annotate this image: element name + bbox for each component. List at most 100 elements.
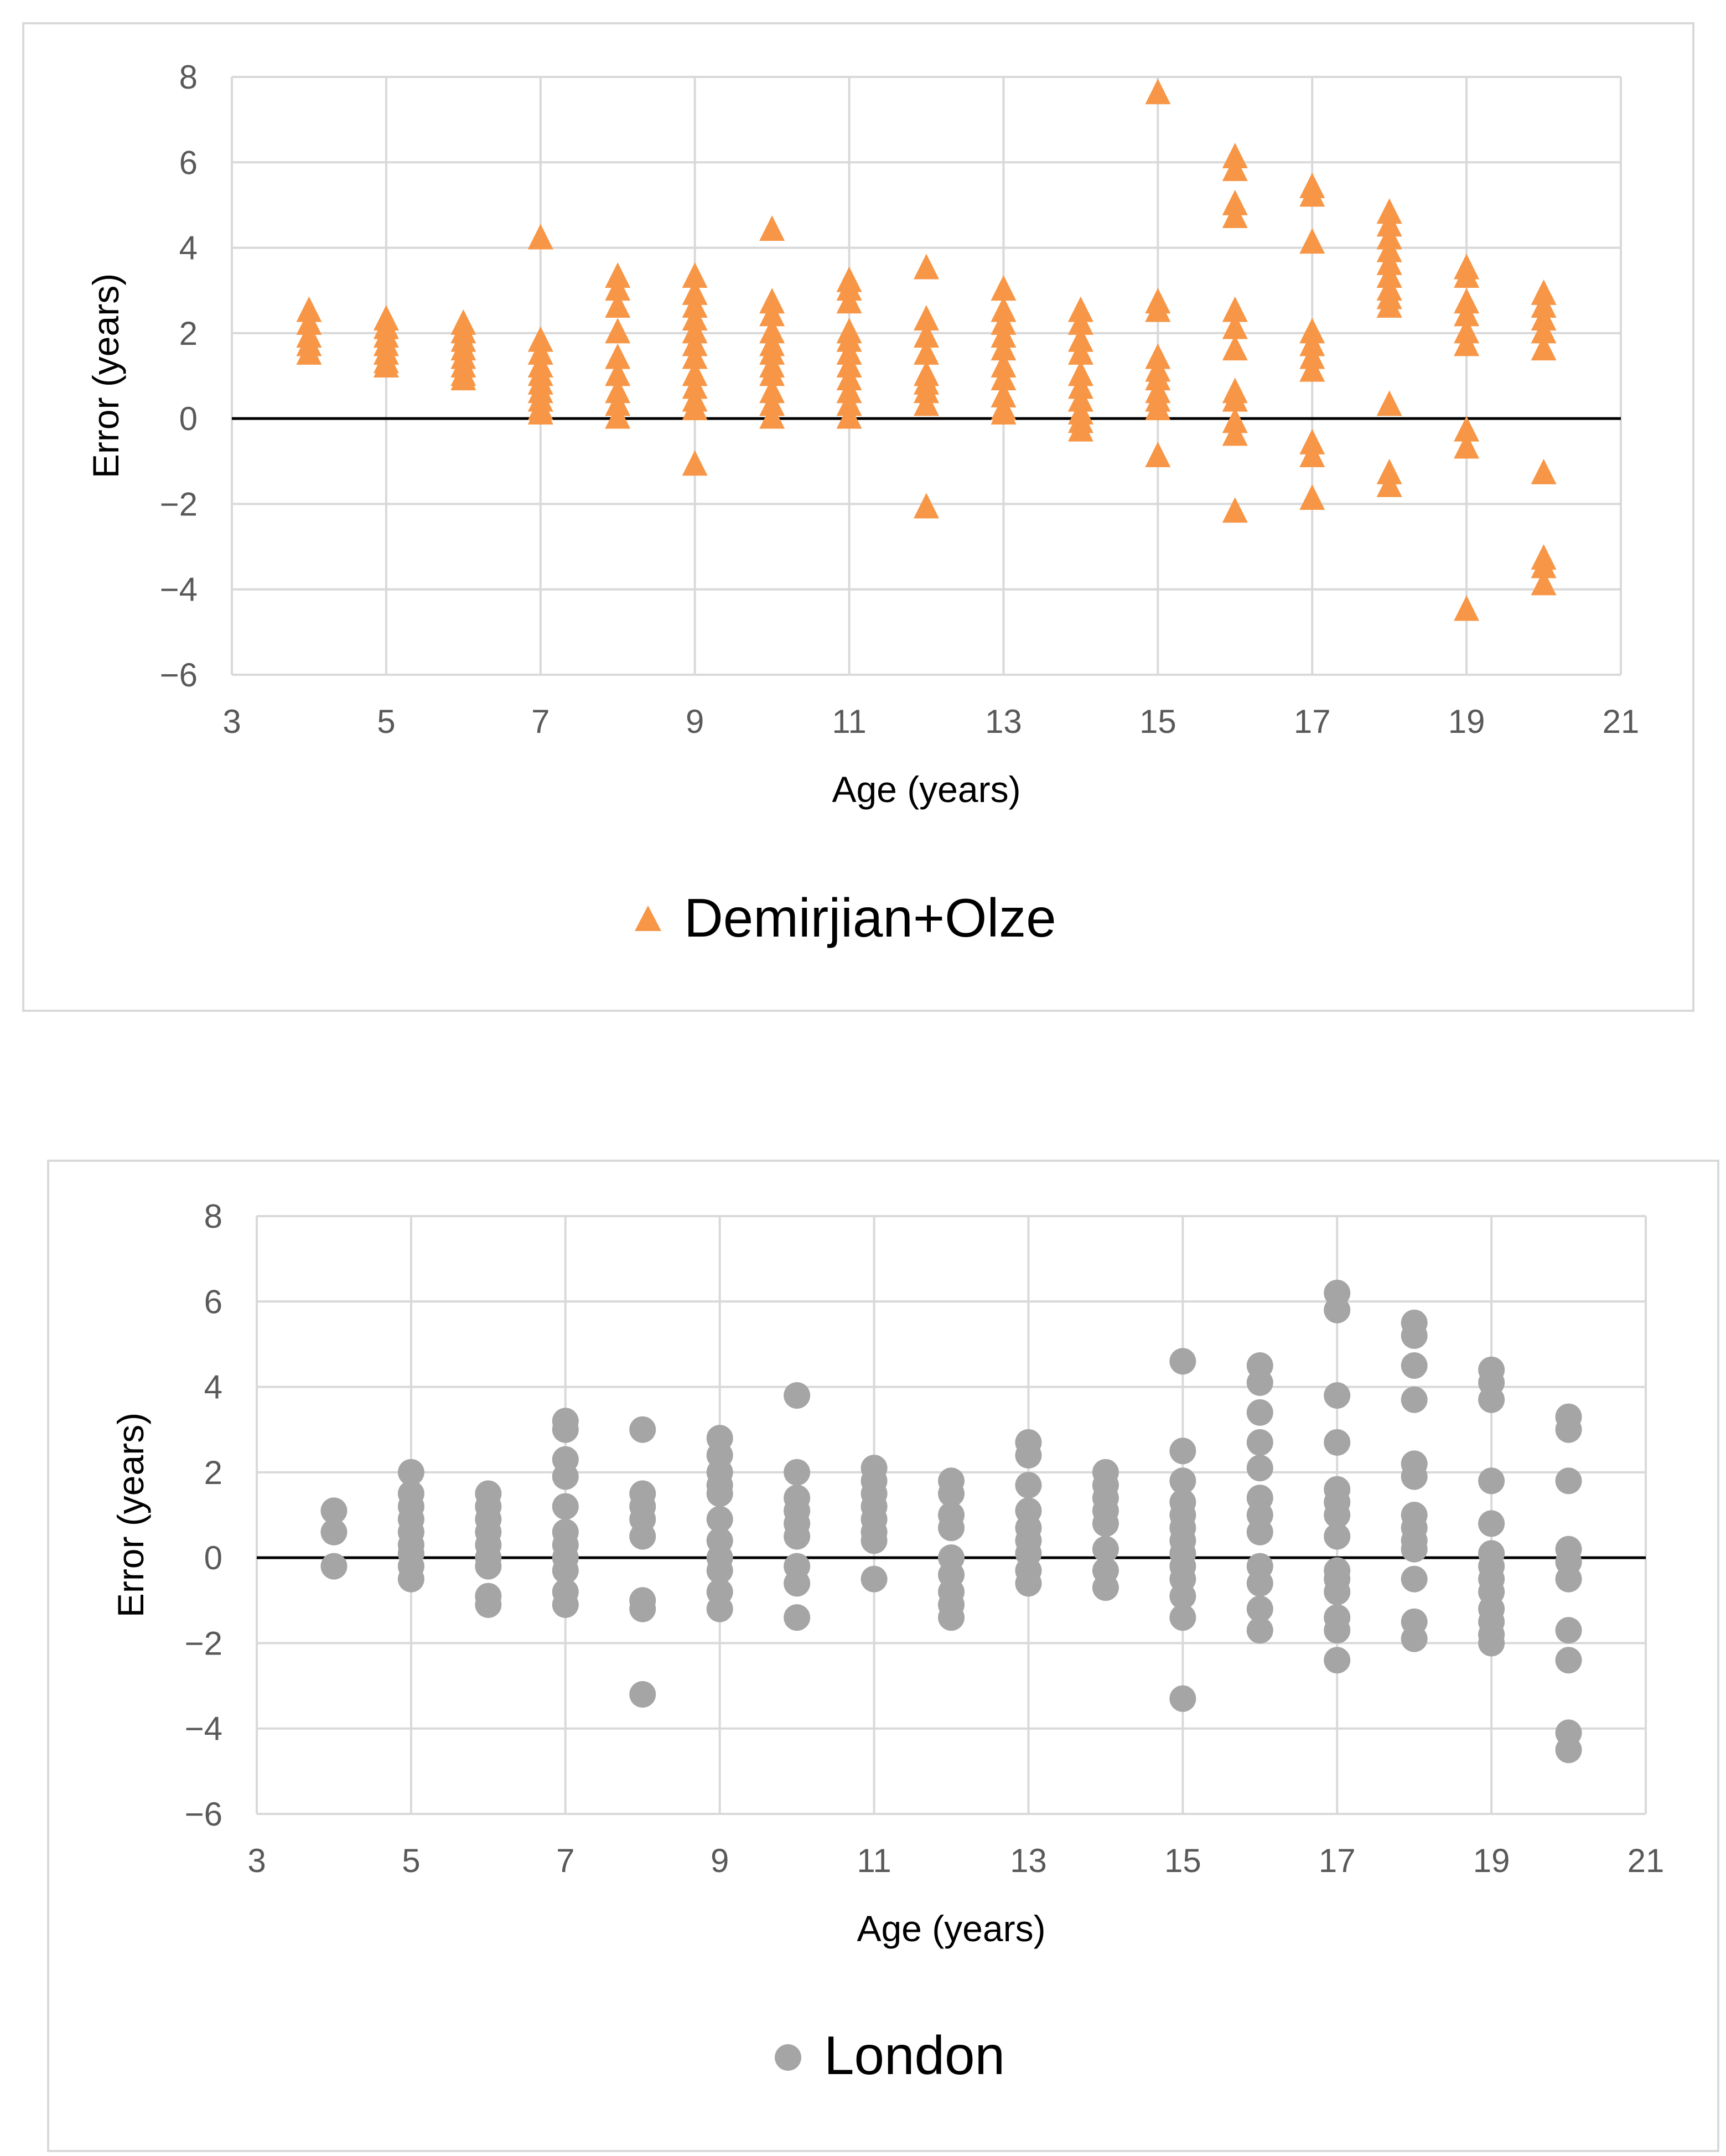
data-point-triangle xyxy=(527,339,553,365)
data-point-triangle xyxy=(759,215,785,241)
data-point-triangle xyxy=(914,378,939,404)
x-tick-label: 9 xyxy=(686,703,704,740)
data-point-triangle xyxy=(1454,288,1480,314)
data-point-circle xyxy=(320,1553,348,1580)
x-tick-label: 3 xyxy=(222,703,241,740)
data-point-triangle xyxy=(1222,497,1248,523)
data-point-circle xyxy=(1401,1535,1428,1563)
data-point-triangle xyxy=(1376,249,1402,275)
data-point-triangle xyxy=(373,351,399,378)
data-point-circle xyxy=(1478,1467,1505,1495)
y-tick-label: 0 xyxy=(179,400,198,437)
data-point-circle xyxy=(320,1518,348,1545)
data-point-circle xyxy=(706,1506,733,1533)
x-tick-label: 9 xyxy=(711,1842,729,1879)
data-point-triangle xyxy=(605,318,631,344)
data-point-triangle xyxy=(1376,211,1402,237)
x-tick-label: 19 xyxy=(1448,703,1485,740)
data-point-circle xyxy=(1555,1416,1582,1443)
data-point-triangle xyxy=(605,343,631,369)
data-point-circle xyxy=(1324,1647,1351,1674)
data-point-triangle xyxy=(1145,441,1171,467)
data-point-triangle xyxy=(1222,313,1248,339)
data-point-circle xyxy=(1324,1578,1351,1605)
data-point-triangle xyxy=(1376,262,1402,288)
data-point-circle xyxy=(1015,1472,1042,1498)
data-point-triangle xyxy=(1145,79,1171,105)
data-point-circle xyxy=(552,1591,579,1618)
data-point-triangle xyxy=(836,288,862,314)
data-point-triangle xyxy=(836,351,862,378)
data-point-circle xyxy=(1324,1617,1351,1644)
data-point-triangle xyxy=(296,339,322,365)
data-point-triangle xyxy=(682,262,708,288)
data-point-circle xyxy=(1246,1455,1273,1482)
data-point-circle xyxy=(706,1595,733,1622)
data-point-triangle xyxy=(1376,471,1402,497)
y-tick-label: 2 xyxy=(204,1454,222,1491)
data-point-circle xyxy=(1015,1442,1042,1469)
data-point-circle xyxy=(1401,1625,1428,1652)
data-point-triangle xyxy=(605,275,631,301)
data-point-triangle xyxy=(682,450,708,476)
data-point-circle xyxy=(1246,1399,1273,1426)
data-point-triangle xyxy=(682,292,708,318)
y-tick-label: 4 xyxy=(204,1369,222,1406)
x-tick-label: 7 xyxy=(556,1842,574,1879)
data-point-triangle xyxy=(836,378,862,404)
data-point-triangle xyxy=(759,339,785,365)
data-point-triangle xyxy=(759,403,785,429)
x-tick-label: 21 xyxy=(1627,1842,1665,1879)
data-point-triangle xyxy=(759,378,785,404)
data-point-circle xyxy=(1169,1583,1196,1610)
x-tick-label: 7 xyxy=(531,703,550,740)
data-point-triangle xyxy=(682,395,708,421)
data-point-triangle xyxy=(991,365,1017,391)
data-point-triangle xyxy=(1376,292,1402,318)
data-point-triangle xyxy=(1376,458,1402,484)
data-point-triangle xyxy=(682,279,708,305)
data-point-circle xyxy=(1555,1736,1582,1764)
data-point-circle xyxy=(938,1604,965,1631)
data-point-triangle xyxy=(1299,428,1325,454)
data-point-triangle xyxy=(1222,386,1248,412)
data-point-triangle xyxy=(682,318,708,344)
data-point-triangle xyxy=(1531,305,1557,331)
data-point-triangle xyxy=(991,309,1017,335)
data-point-circle xyxy=(1324,1382,1351,1409)
data-point-triangle xyxy=(1145,296,1171,322)
data-point-triangle xyxy=(836,365,862,391)
data-point-triangle xyxy=(1299,181,1325,207)
data-point-triangle xyxy=(1222,335,1248,361)
data-point-triangle xyxy=(1067,360,1093,386)
y-tick-label: 2 xyxy=(179,315,198,352)
data-point-triangle xyxy=(991,296,1017,322)
data-point-circle xyxy=(784,1523,811,1550)
data-point-triangle xyxy=(759,390,785,416)
data-point-circle xyxy=(1401,1322,1428,1349)
data-point-circle xyxy=(629,1681,656,1708)
data-point-circle xyxy=(861,1527,888,1554)
data-point-triangle xyxy=(991,322,1017,348)
x-axis-title: Age (years) xyxy=(857,1908,1045,1949)
data-point-triangle xyxy=(1222,142,1248,168)
data-point-circle xyxy=(1169,1348,1196,1375)
data-point-triangle xyxy=(1145,395,1171,421)
chart-panel-london: 8 6 4 2 0 −2 −4 −6 3 5 7 9 11 13 15 17 19 21 Age (years) Er… xyxy=(47,1160,1719,2152)
data-point-circle xyxy=(1169,1438,1196,1465)
data-point-triangle xyxy=(605,390,631,416)
data-point-triangle xyxy=(991,335,1017,361)
data-point-triangle xyxy=(836,390,862,416)
data-point-triangle xyxy=(450,365,476,391)
data-point-triangle xyxy=(1067,326,1093,352)
x-tick-label: 3 xyxy=(247,1842,266,1879)
x-tick-label: 17 xyxy=(1294,703,1331,740)
data-point-triangle xyxy=(682,343,708,369)
data-point-triangle xyxy=(605,292,631,318)
data-point-triangle xyxy=(296,309,322,335)
y-tick-label: −4 xyxy=(160,571,198,608)
chart-panel-demirjian-olze: 8 6 4 2 0 −2 −4 −6 3 5 7 9 11 13 15 17 19 21 Age (years) Er… xyxy=(22,22,1694,1012)
data-point-triangle xyxy=(1454,301,1480,327)
data-point-circle xyxy=(1092,1574,1119,1601)
data-point-circle xyxy=(552,1557,579,1584)
